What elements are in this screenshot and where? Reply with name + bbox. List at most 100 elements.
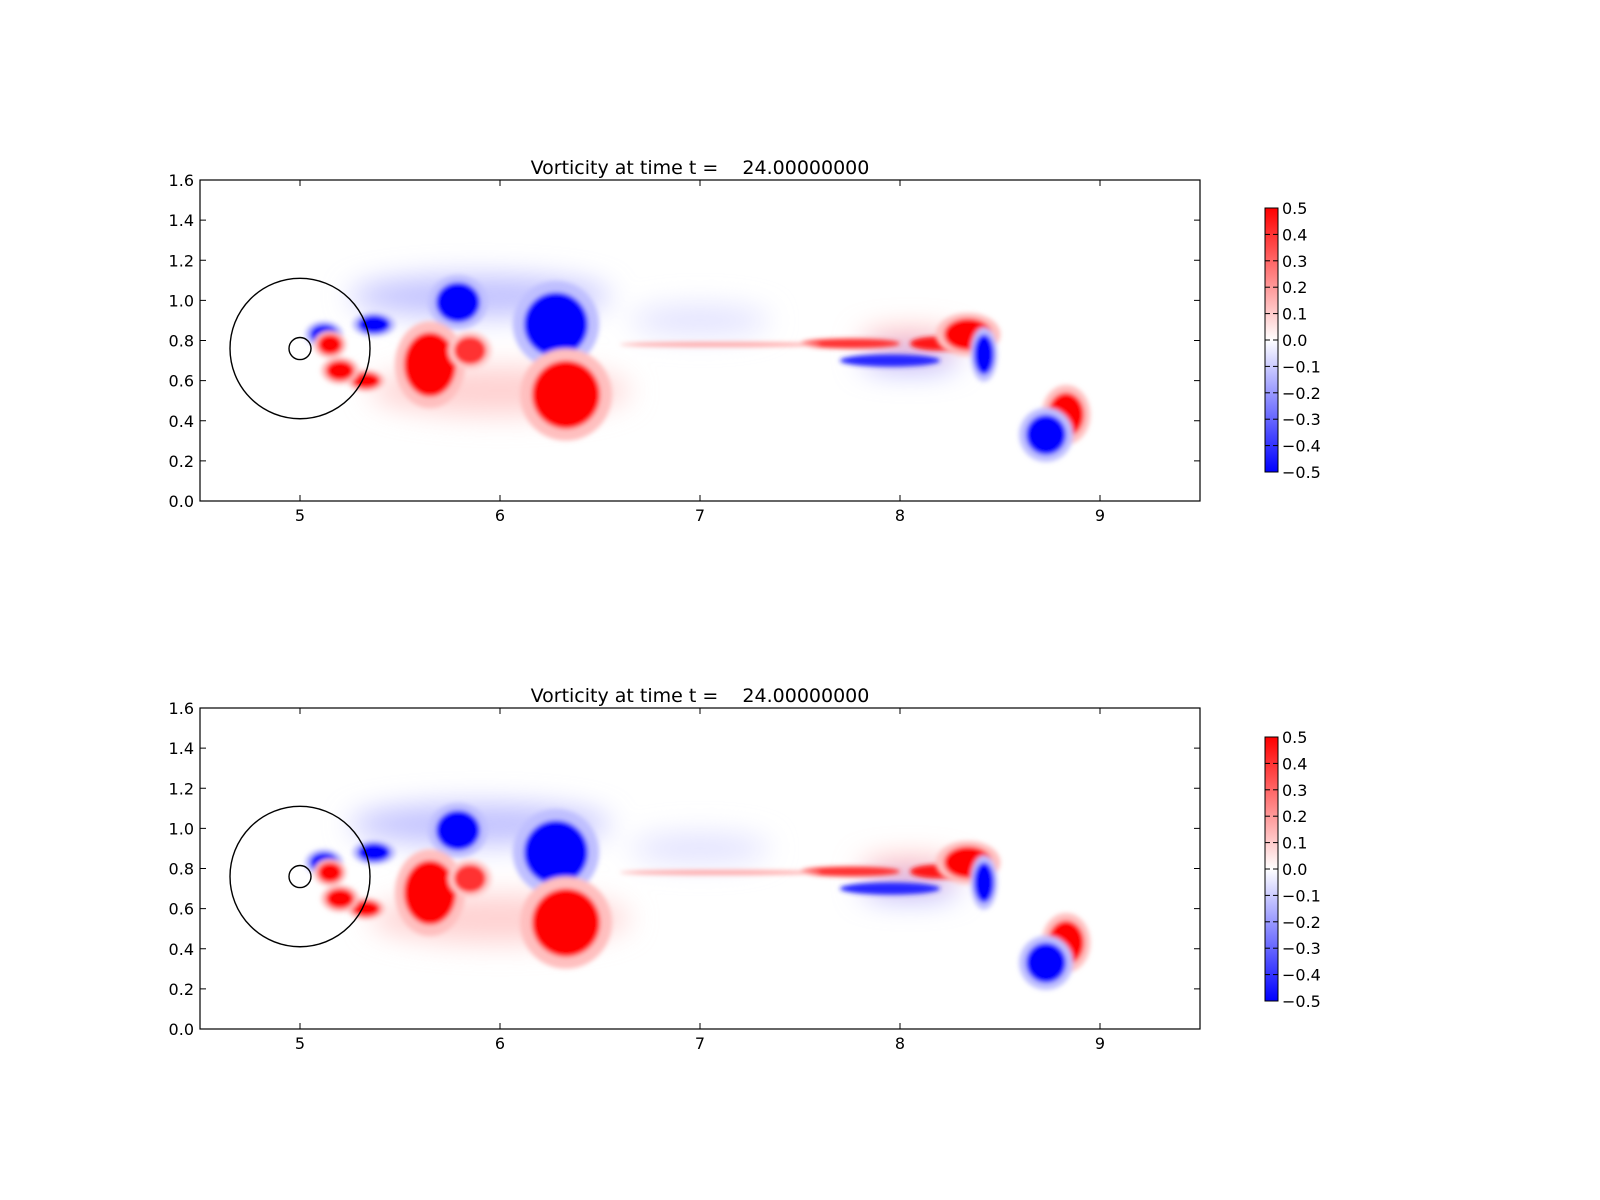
y-tick-label: 0.8 bbox=[169, 332, 194, 351]
vortex-core bbox=[970, 327, 998, 382]
vortex-core bbox=[1019, 935, 1073, 990]
x-tick-label: 6 bbox=[495, 506, 505, 525]
y-tick-label: 0.2 bbox=[169, 980, 194, 999]
plot-title-1: Vorticity at time t = 24.00000000 bbox=[531, 157, 870, 179]
y-axis-1: 0.0 0.2 0.4 0.6 0.8 1.0 1.2 1.4 1.6 bbox=[169, 171, 1200, 511]
vortex-core bbox=[394, 321, 466, 408]
vortex-core bbox=[520, 876, 612, 969]
x-axis-1: 5 6 7 8 9 bbox=[295, 180, 1105, 525]
colorbar-ticks-2: 0.5 0.4 0.3 0.2 0.1 0.0 −0.1 −0.2 −0.3 −0.4 −0.5 bbox=[1265, 728, 1321, 1011]
colorbar-tick-label: 0.0 bbox=[1282, 331, 1307, 350]
y-tick-label: 0.0 bbox=[169, 492, 194, 511]
y-tick-label: 0.4 bbox=[169, 412, 194, 431]
shear-streak bbox=[620, 870, 820, 875]
y-tick-label: 1.0 bbox=[169, 291, 194, 310]
shear-streak bbox=[840, 354, 940, 367]
cylinder-outlines-1 bbox=[229, 277, 371, 420]
y-tick-label: 0.2 bbox=[169, 452, 194, 471]
y-tick-label: 1.2 bbox=[169, 251, 194, 270]
colorbar-ticks-1: 0.5 0.4 0.3 0.2 0.1 0.0 −0.1 −0.2 −0.3 −0.4 −0.5 bbox=[1265, 199, 1321, 482]
y-tick-label: 1.4 bbox=[169, 739, 194, 758]
y-tick-label: 0.8 bbox=[169, 860, 194, 879]
x-tick-label: 9 bbox=[1095, 506, 1105, 525]
colorbar-tick-label: −0.1 bbox=[1282, 886, 1321, 905]
wake-haze bbox=[630, 306, 770, 335]
x-tick-label: 9 bbox=[1095, 1034, 1105, 1053]
colorbar-tick-label: 0.5 bbox=[1282, 199, 1307, 218]
colorbar-tick-label: −0.2 bbox=[1282, 913, 1321, 932]
x-tick-label: 8 bbox=[895, 506, 905, 525]
x-tick-label: 5 bbox=[295, 1034, 305, 1053]
colorbar-tick-label: −0.5 bbox=[1282, 992, 1321, 1011]
shear-streak bbox=[800, 866, 900, 877]
colorbar-tick-label: 0.1 bbox=[1282, 305, 1307, 324]
y-tick-label: 1.6 bbox=[169, 171, 194, 190]
y-tick-label: 0.0 bbox=[169, 1020, 194, 1039]
colorbar-tick-label: 0.1 bbox=[1282, 834, 1307, 853]
plot-area-2 bbox=[199, 707, 1201, 1030]
colorbar-tick-label: 0.4 bbox=[1282, 754, 1307, 773]
colorbar-tick-label: 0.3 bbox=[1282, 781, 1307, 800]
vortex-core bbox=[321, 885, 359, 913]
circle-outline bbox=[229, 277, 371, 420]
plot-title-2: Vorticity at time t = 24.00000000 bbox=[531, 685, 870, 707]
vortex-core bbox=[512, 281, 600, 368]
x-tick-label: 7 bbox=[695, 506, 705, 525]
vortex-core bbox=[970, 855, 998, 910]
colorbar-tick-label: 0.3 bbox=[1282, 252, 1307, 271]
y-axis-2: 0.0 0.2 0.4 0.6 0.8 1.0 1.2 1.4 1.6 bbox=[169, 699, 1200, 1039]
y-tick-label: 1.0 bbox=[169, 819, 194, 838]
vortex-core bbox=[1019, 407, 1073, 462]
colorbar-2: 0.5 0.4 0.3 0.2 0.1 0.0 −0.1 −0.2 −0.3 −0.4 −0.5 bbox=[1264, 728, 1321, 1011]
colorbar-tick-label: 0.5 bbox=[1282, 728, 1307, 747]
vortex-core bbox=[394, 849, 466, 936]
y-tick-label: 0.6 bbox=[169, 372, 194, 391]
vortex-core bbox=[512, 809, 600, 896]
vortex-core bbox=[428, 803, 488, 858]
colorbar-tick-label: 0.4 bbox=[1282, 225, 1307, 244]
x-tick-label: 8 bbox=[895, 1034, 905, 1053]
y-tick-label: 0.6 bbox=[169, 900, 194, 919]
circle-outline bbox=[288, 864, 312, 889]
vortex-core bbox=[520, 348, 612, 441]
colorbar-tick-label: −0.3 bbox=[1282, 939, 1321, 958]
colorbar-tick-label: −0.4 bbox=[1282, 437, 1321, 456]
circle-outline bbox=[229, 805, 371, 948]
colorbar-tick-label: −0.4 bbox=[1282, 966, 1321, 985]
colorbar-tick-label: 0.0 bbox=[1282, 860, 1307, 879]
vortex-core bbox=[448, 331, 492, 370]
x-axis-2: 5 6 7 8 9 bbox=[295, 708, 1105, 1053]
cylinder-outlines-2 bbox=[229, 805, 371, 948]
vorticity-field-2 bbox=[305, 803, 1091, 990]
x-tick-label: 6 bbox=[495, 1034, 505, 1053]
colorbar-tick-label: 0.2 bbox=[1282, 278, 1307, 297]
circle-outline bbox=[288, 336, 312, 361]
colorbar-tick-label: 0.2 bbox=[1282, 807, 1307, 826]
x-tick-label: 7 bbox=[695, 1034, 705, 1053]
y-tick-label: 0.4 bbox=[169, 940, 194, 959]
vortex-core bbox=[428, 275, 488, 330]
shear-streak bbox=[800, 338, 900, 349]
colorbar-tick-label: −0.1 bbox=[1282, 357, 1321, 376]
x-tick-label: 5 bbox=[295, 506, 305, 525]
y-tick-label: 1.6 bbox=[169, 699, 194, 718]
shear-streak bbox=[620, 342, 820, 347]
colorbar-1: 0.5 0.4 0.3 0.2 0.1 0.0 −0.1 −0.2 −0.3 −0.4 −0.5 bbox=[1264, 199, 1321, 482]
y-tick-label: 1.2 bbox=[169, 779, 194, 798]
shear-streak bbox=[840, 882, 940, 895]
wake-haze bbox=[630, 834, 770, 863]
vortex-core bbox=[321, 357, 359, 385]
colorbar-tick-label: −0.3 bbox=[1282, 410, 1321, 429]
colorbar-tick-label: −0.2 bbox=[1282, 384, 1321, 403]
vortex-core bbox=[448, 859, 492, 898]
vortex-core bbox=[352, 312, 396, 337]
vorticity-field-1 bbox=[305, 275, 1091, 462]
y-tick-label: 1.4 bbox=[169, 211, 194, 230]
vortex-core bbox=[352, 840, 396, 865]
vortex-core bbox=[313, 858, 347, 887]
plot-area-1 bbox=[199, 179, 1201, 502]
vortex-core bbox=[313, 330, 347, 359]
